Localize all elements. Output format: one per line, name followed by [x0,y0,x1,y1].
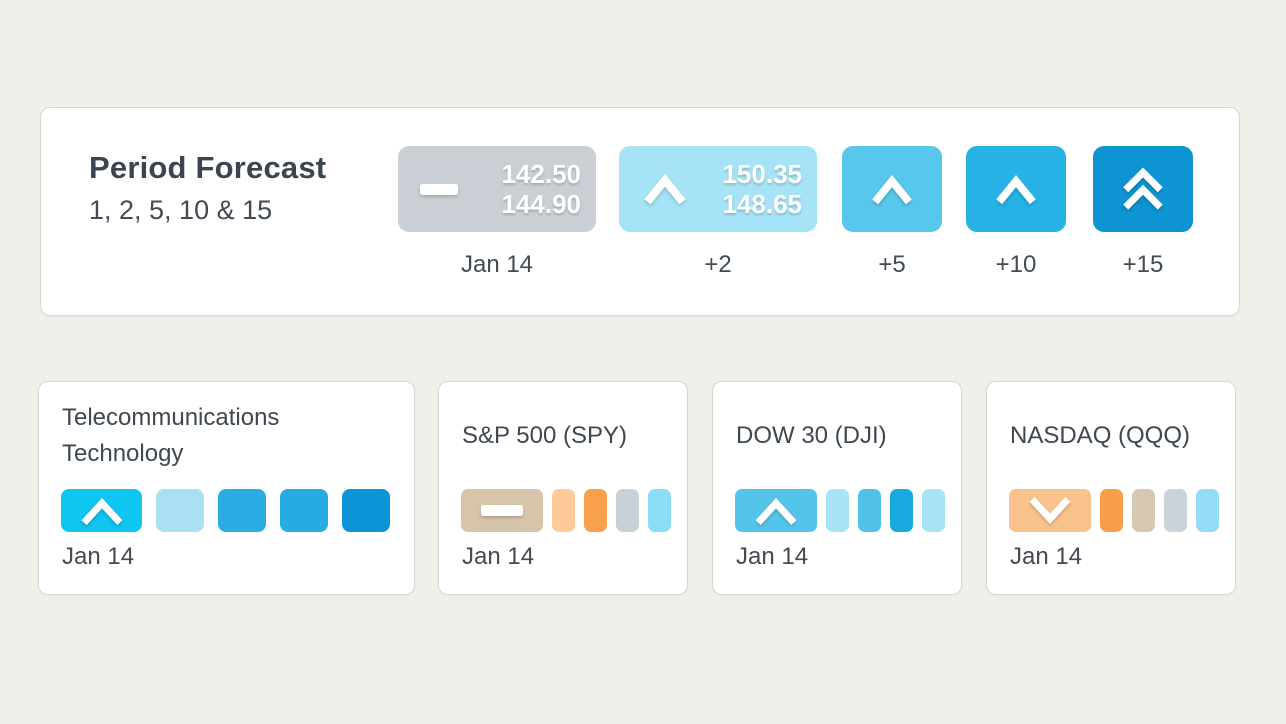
chevron-up-icon [750,497,802,525]
forecast-strip [61,489,404,532]
minus-icon [481,505,523,516]
strip-tile [1196,489,1219,532]
strip-tile [1164,489,1187,532]
card-date-label: Jan 14 [1010,543,1083,570]
strip-tile [648,489,671,532]
chevron-up-icon [76,497,128,525]
tile-label: +5 [878,251,906,278]
card-date-label: Jan 14 [462,543,535,570]
tile-value-high: 150.35 [722,159,802,189]
strip-tile [890,489,913,532]
minus-icon [420,183,458,195]
card-title: DOW 30 (DJI) [736,422,887,449]
card-title: Telecommunications Technology [62,404,280,467]
forecast-tile-plus10[interactable] [966,146,1066,232]
strip-tile [616,489,639,532]
period-forecast-subtitle: 1, 2, 5, 10 & 15 [89,195,273,225]
card-date-label: Jan 14 [736,543,809,570]
strip-tile-lead [61,489,142,532]
forecast-tile-plus5[interactable] [842,146,942,232]
forecast-period-column: 142.50 144.90 Jan 14 [398,146,596,279]
card-title-area: S&P 500 (SPY) [462,399,664,473]
forecast-tile-plus15[interactable] [1093,146,1193,232]
strip-tile-lead [461,489,543,532]
forecast-card-telecom[interactable]: Telecommunications Technology Jan 14 [38,381,415,595]
forecast-tile-current[interactable]: 142.50 144.90 [398,146,596,232]
tile-values: 150.35 148.65 [689,159,817,219]
tile-values: 142.50 144.90 [458,159,596,219]
strip-tile [922,489,945,532]
forecast-period-column: +10 [966,146,1066,279]
strip-tile [1132,489,1155,532]
tile-value-low: 148.65 [722,189,802,219]
card-title-area: NASDAQ (QQQ) [1010,399,1212,473]
period-forecast-card: Period Forecast 1, 2, 5, 10 & 15 142.50 … [40,107,1240,316]
strip-tile [218,489,266,532]
tile-label: +15 [1122,251,1164,278]
chevron-up-icon [869,174,915,205]
strip-tile [342,489,390,532]
tile-label: +10 [995,251,1037,278]
forecast-card-dow30[interactable]: DOW 30 (DJI) Jan 14 [712,381,962,595]
forecast-tile-plus2[interactable]: 150.35 148.65 [619,146,817,232]
card-title: NASDAQ (QQQ) [1010,422,1191,449]
card-date-label: Jan 14 [62,543,135,570]
chevron-up-icon [993,174,1039,205]
chevron-down-icon [1024,496,1076,525]
strip-tile-lead [735,489,817,532]
chevron-up-icon [641,173,689,205]
double-chevron-up-icon [1119,167,1167,211]
tile-label: Jan 14 [460,251,534,278]
tile-value-high: 142.50 [501,159,581,189]
forecast-period-column: +15 [1093,146,1193,279]
strip-tile [584,489,607,532]
forecast-strip [735,489,945,532]
tile-label: +2 [704,251,732,278]
forecast-strip [1009,489,1219,532]
tile-value-low: 144.90 [501,189,581,219]
strip-tile-lead [1009,489,1091,532]
strip-tile [826,489,849,532]
strip-tile [280,489,328,532]
forecast-period-column: +5 [842,146,942,279]
period-forecast-header: Period Forecast 1, 2, 5, 10 & 15 [89,150,326,226]
strip-tile [552,489,575,532]
card-title: S&P 500 (SPY) [462,422,627,449]
card-title-area: DOW 30 (DJI) [736,399,938,473]
forecast-strip [461,489,671,532]
period-forecast-title: Period Forecast [89,150,327,185]
strip-tile [858,489,881,532]
strip-tile [1100,489,1123,532]
forecast-period-column: 150.35 148.65 +2 [619,146,817,279]
strip-tile [156,489,204,532]
forecast-card-sp500[interactable]: S&P 500 (SPY) Jan 14 [438,381,688,595]
forecast-card-nasdaq[interactable]: NASDAQ (QQQ) Jan 14 [986,381,1236,595]
card-title-area: Telecommunications Technology [62,399,391,473]
